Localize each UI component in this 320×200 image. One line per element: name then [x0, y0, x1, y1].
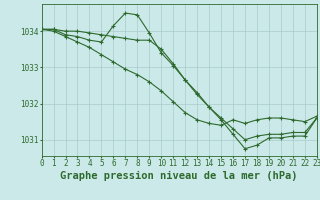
X-axis label: Graphe pression niveau de la mer (hPa): Graphe pression niveau de la mer (hPa): [60, 171, 298, 181]
